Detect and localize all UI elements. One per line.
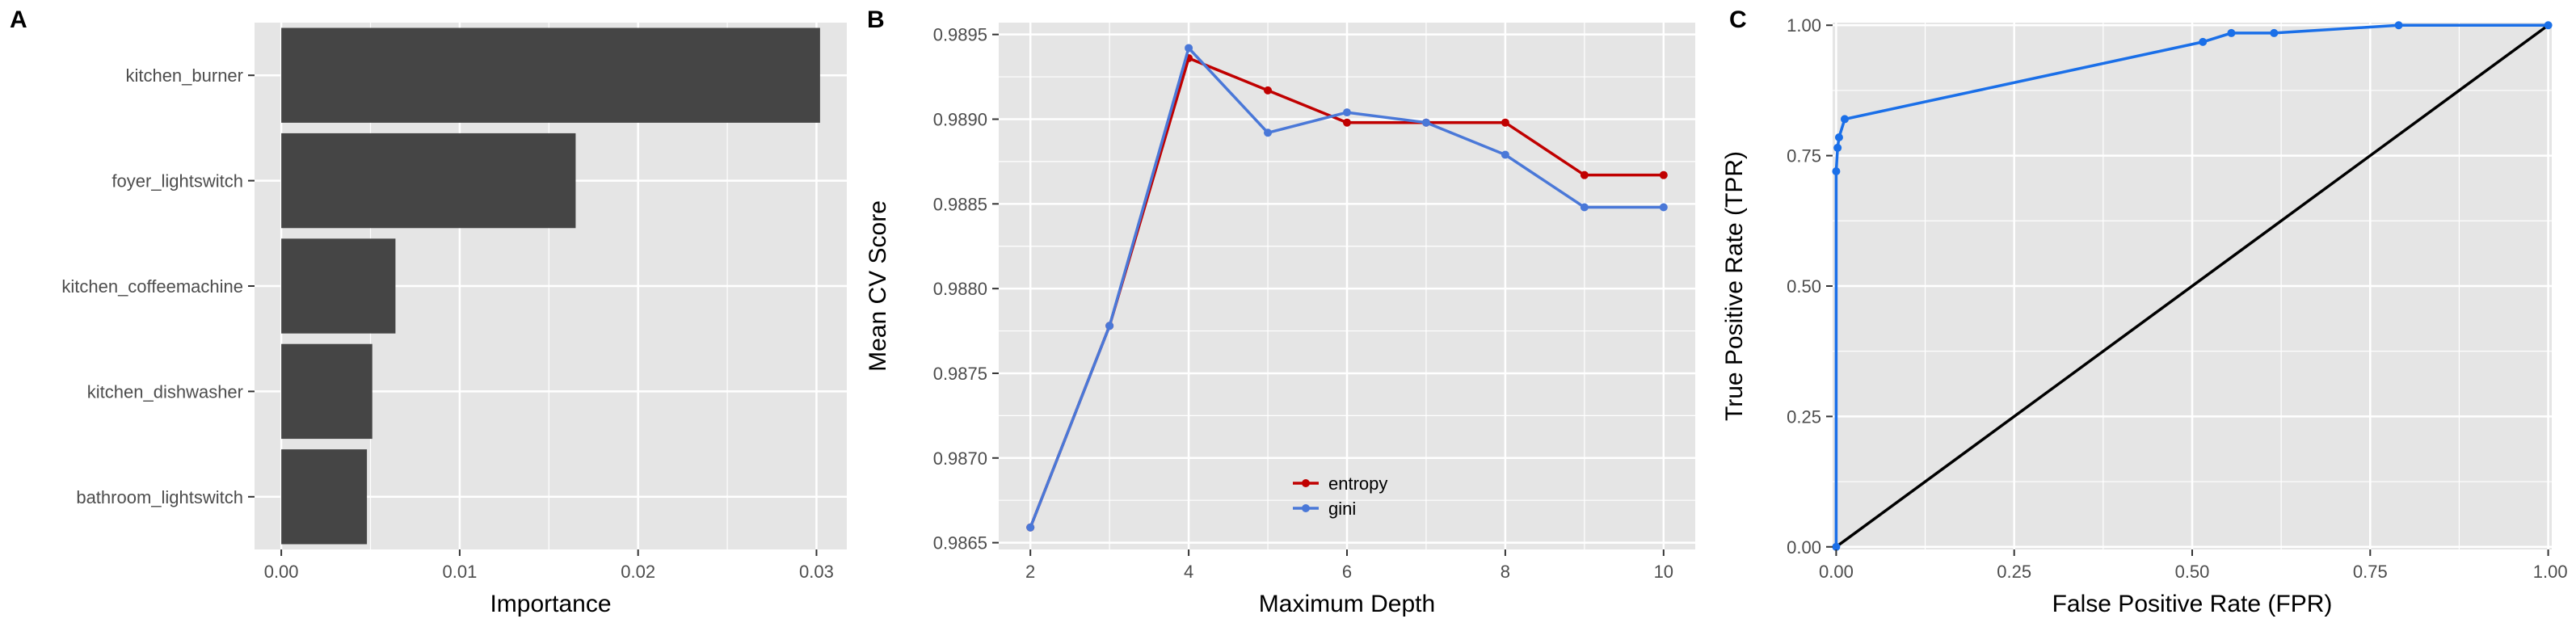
legend-key-point [1302, 479, 1310, 487]
y-tick-label: 0.9875 [933, 364, 987, 384]
chance-diagonal [1835, 23, 2549, 549]
y-tick-label: 0.9885 [933, 194, 987, 214]
y-tick-label: 1.00 [1787, 15, 1821, 36]
data-point-entropy [1501, 118, 1509, 127]
bar [281, 133, 576, 229]
roc-point [2394, 21, 2403, 30]
data-point-gini [1026, 523, 1035, 532]
data-point-entropy [1580, 170, 1589, 179]
bar [281, 238, 396, 334]
feature-importance-chart: kitchen_burner foyer_lightswitch kitchen_c… [61, 23, 847, 617]
x-tick-label: 0.02 [621, 562, 655, 582]
roc-point [1834, 133, 1843, 142]
x-tick-label: 0.03 [799, 562, 834, 582]
roc-curve-chart: 0.00 0.25 0.50 0.75 1.00 0.00 0.25 0.50 0.75 1.00… [1721, 15, 2568, 617]
data-point-gini [1264, 128, 1273, 137]
x-axis-title: Importance [490, 591, 611, 617]
y-tick-label: 0.9865 [933, 533, 987, 554]
x-tick-label: 0.25 [1997, 562, 2031, 582]
legend-label-entropy: entropy [1328, 474, 1387, 494]
data-point-gini [1501, 150, 1509, 159]
roc-line [1834, 23, 2549, 547]
x-tick-label: 6 [1342, 562, 1352, 582]
roc-point [1833, 143, 1842, 152]
data-point-gini [1659, 203, 1668, 212]
data-point-gini [1105, 322, 1114, 330]
y-tick-label: kitchen_burner [125, 65, 243, 86]
roc-point [2199, 37, 2208, 46]
y-tick-label: 0.9895 [933, 25, 987, 45]
x-tick-label: 10 [1654, 562, 1673, 582]
y-axis-title: True Positive Rate (TPR) [1721, 151, 1748, 421]
y-tick-label: 0.50 [1787, 276, 1821, 297]
y-tick-label: kitchen_coffeemachine [61, 276, 243, 297]
roc-point [2544, 21, 2553, 30]
x-axis-title: Maximum Depth [1259, 591, 1435, 617]
y-tick-label: kitchen_dishwasher [87, 381, 243, 402]
roc-point [1832, 166, 1841, 175]
x-tick-label: 2 [1025, 562, 1035, 582]
x-tick-label: 8 [1501, 562, 1510, 582]
y-tick-label: 0.25 [1787, 406, 1821, 427]
legend-key-point [1302, 504, 1310, 512]
bar [281, 449, 368, 545]
x-tick-label: 0.00 [1819, 562, 1854, 582]
data-point-entropy [1659, 170, 1668, 179]
x-tick-label: 0.00 [264, 562, 299, 582]
y-tick-label: foyer_lightswitch [112, 171, 243, 192]
data-point-gini [1421, 118, 1430, 127]
panel-c-label: C [1729, 6, 1747, 33]
x-axis-title: False Positive Rate (FPR) [2052, 591, 2333, 617]
bar [281, 27, 820, 123]
legend-label-gini: gini [1328, 499, 1356, 519]
y-tick-label: bathroom_lightswitch [76, 487, 243, 507]
roc-point [2227, 28, 2236, 37]
roc-point [2270, 28, 2279, 37]
x-tick-label: 0.01 [442, 562, 477, 582]
y-axis-title: Mean CV Score [865, 200, 891, 372]
data-point-gini [1185, 44, 1193, 53]
panel-b-label: B [867, 6, 885, 33]
roc-point [1840, 115, 1849, 124]
data-point-entropy [1264, 86, 1273, 95]
data-point-entropy [1343, 118, 1351, 127]
x-tick-label: 0.50 [2175, 562, 2210, 582]
x-tick-label: 4 [1184, 562, 1193, 582]
y-tick-label: 0.00 [1787, 537, 1821, 558]
data-point-gini [1343, 108, 1351, 117]
cv-score-chart: 0.9865 0.9870 0.9875 0.9880 0.9885 0.9890 0.98… [865, 23, 1695, 617]
y-tick-label: 0.9870 [933, 448, 987, 469]
y-tick-label: 0.9880 [933, 279, 987, 299]
bar [281, 343, 373, 440]
roc-point [1832, 542, 1841, 551]
data-point-gini [1580, 203, 1589, 212]
panel-a-label: A [10, 6, 27, 33]
y-tick-label: 0.9890 [933, 109, 987, 129]
x-tick-label: 0.75 [2353, 562, 2388, 582]
y-tick-label: 0.75 [1787, 146, 1821, 166]
x-tick-label: 1.00 [2533, 562, 2568, 582]
